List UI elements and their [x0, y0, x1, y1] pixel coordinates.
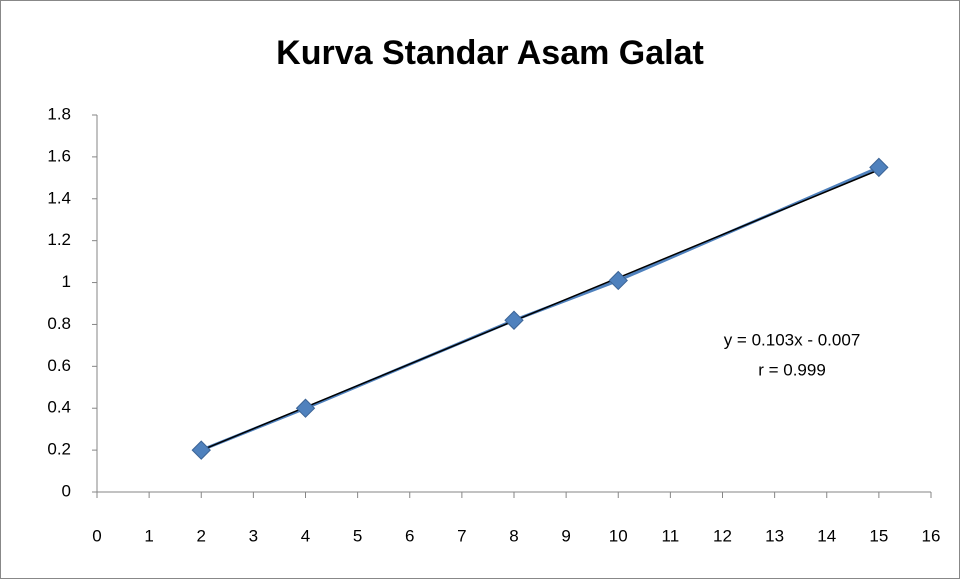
trendline — [200, 169, 880, 452]
x-tick-label: 4 — [301, 526, 310, 545]
y-tick-label: 0.2 — [47, 440, 71, 459]
y-tick-label: 1 — [62, 272, 71, 291]
x-tick-label: 14 — [817, 526, 836, 545]
y-tick-label: 0.6 — [47, 356, 71, 375]
y-tick-label: 0 — [62, 481, 71, 500]
data-point — [295, 398, 316, 418]
x-tick-label: 12 — [713, 526, 732, 545]
x-tick-label: 0 — [92, 526, 101, 545]
x-tick-label: 8 — [509, 526, 518, 545]
y-tick-label: 0.4 — [47, 398, 71, 417]
data-point — [869, 157, 889, 178]
x-tick-label: 1 — [144, 526, 153, 545]
equation: y = 0.103x - 0.007 — [724, 330, 861, 349]
x-tick-label: 6 — [405, 526, 414, 545]
x-tick-label: 16 — [922, 526, 941, 545]
x-tick-label: 9 — [561, 526, 570, 545]
data-point — [504, 310, 524, 330]
x-tick-label: 3 — [249, 526, 258, 545]
x-tick-label: 11 — [662, 526, 680, 545]
correlation: r = 0.999 — [758, 360, 826, 379]
x-tick-label: 10 — [609, 526, 628, 545]
data-point — [608, 270, 628, 291]
x-tick-label: 7 — [457, 526, 466, 545]
x-tick-label: 15 — [869, 526, 888, 545]
y-tick-label: 1.4 — [47, 188, 71, 207]
chart-title: Kurva Standar Asam Galat — [276, 34, 704, 72]
data-point — [191, 440, 211, 460]
x-tick-label: 5 — [353, 526, 362, 545]
y-tick-label: 0.8 — [47, 314, 71, 333]
y-tick-label: 1.8 — [47, 104, 71, 123]
x-tick-label: 13 — [765, 526, 784, 545]
x-tick-label: 2 — [197, 526, 206, 545]
y-tick-label: 1.2 — [47, 230, 71, 249]
y-tick-label: 1.6 — [47, 146, 71, 165]
